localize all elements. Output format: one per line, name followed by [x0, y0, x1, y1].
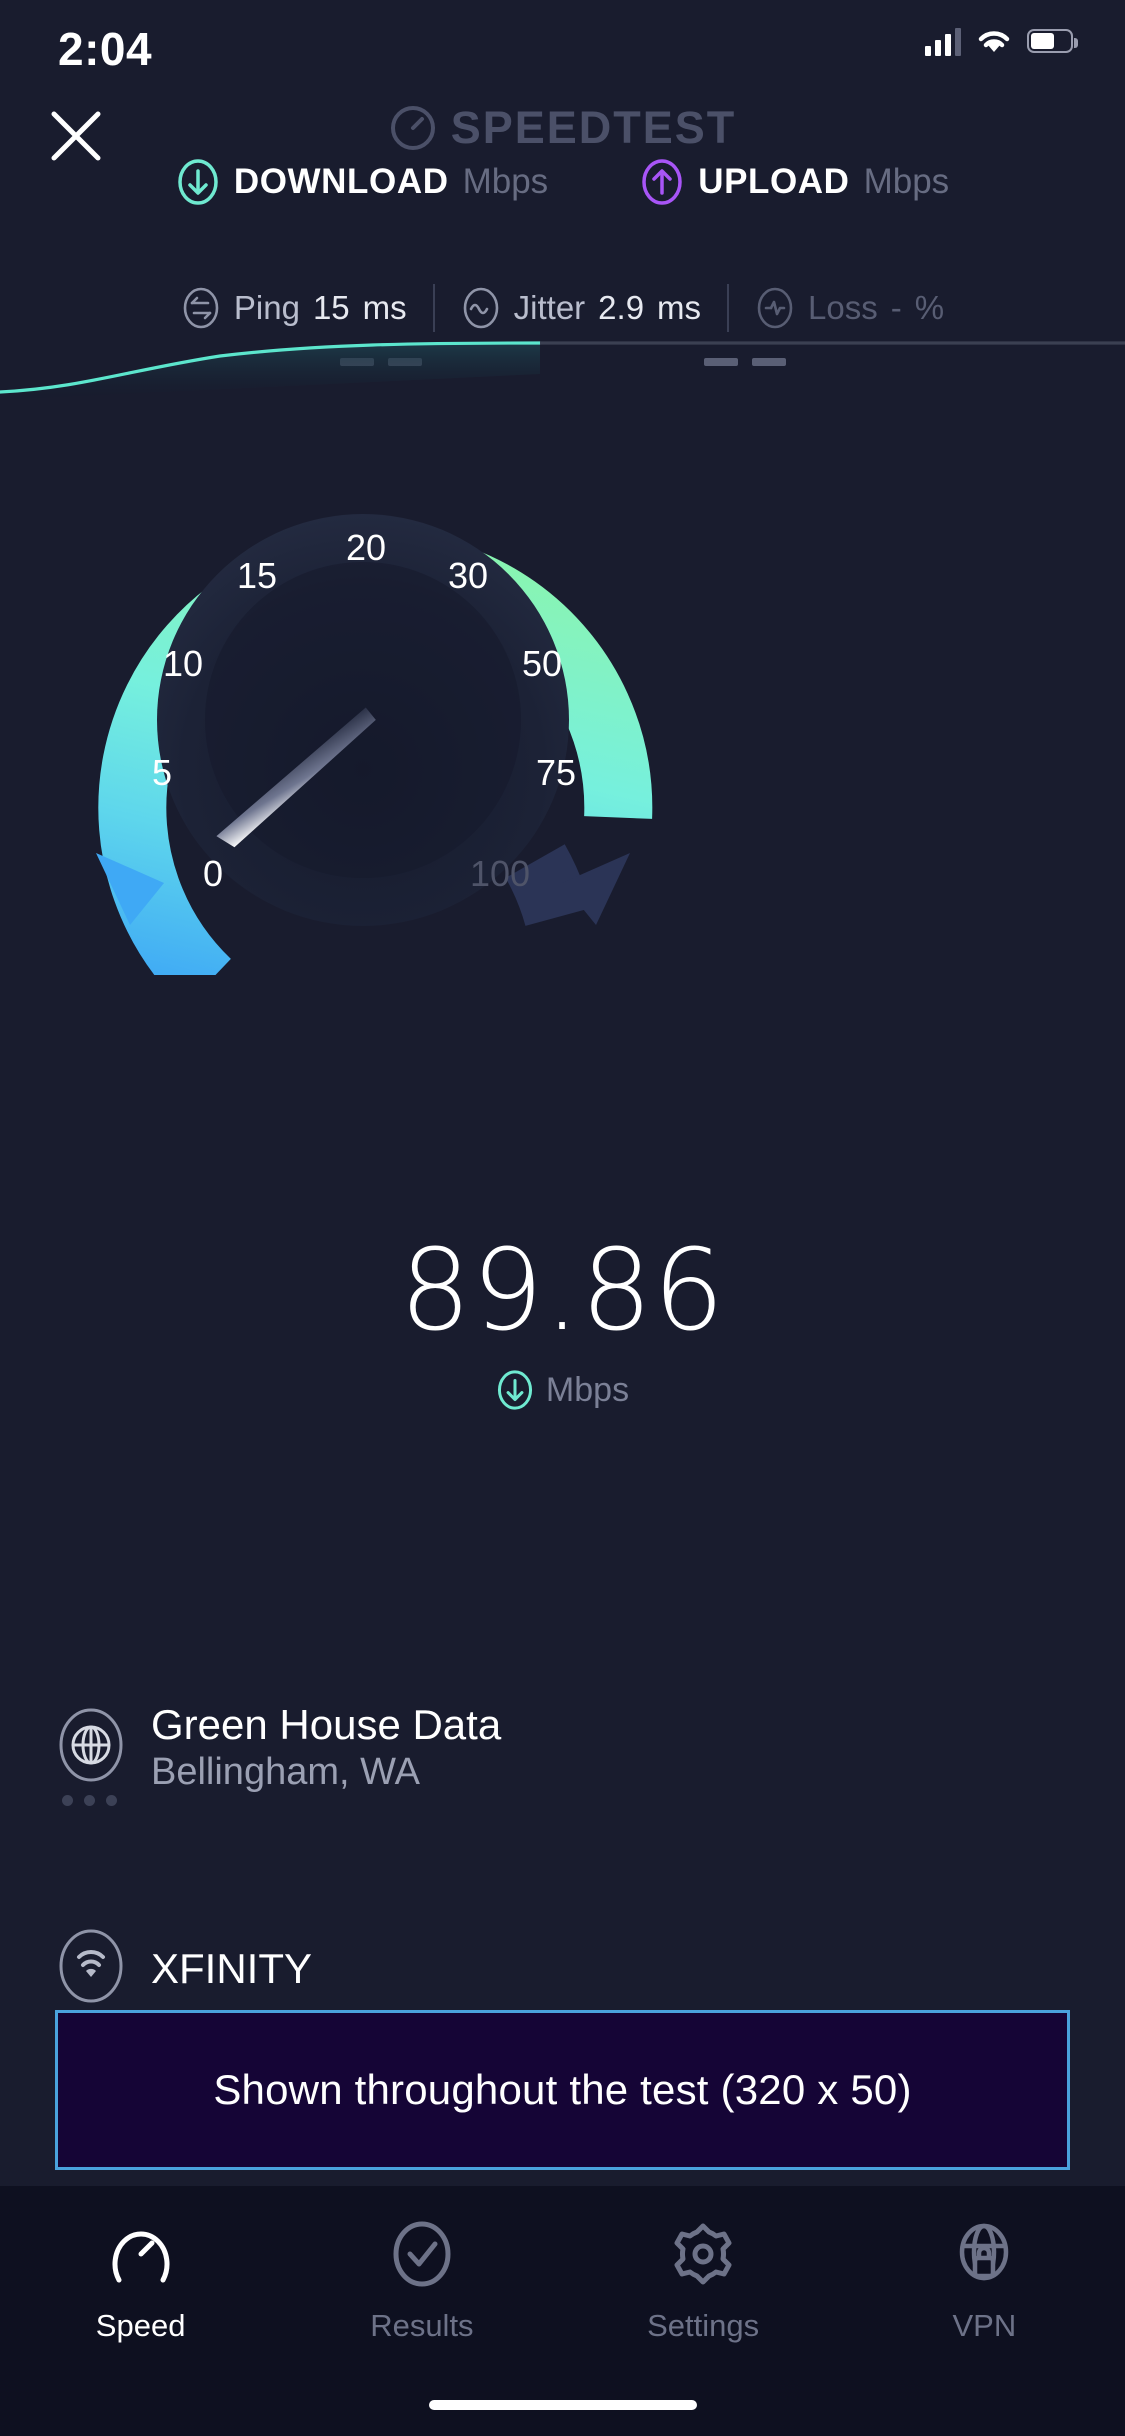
speed-labels-row: DOWNLOAD Mbps UPLOAD Mbps — [0, 158, 1125, 206]
brand-name: SPEEDTEST — [450, 102, 737, 153]
gauge-tick-50: 50 — [522, 643, 563, 684]
server-name: Green House Data — [151, 1701, 502, 1748]
app-header: SPEEDTEST — [0, 98, 1125, 178]
check-circle-icon — [393, 2221, 451, 2287]
gauge-svg — [96, 514, 653, 975]
jitter-icon — [463, 287, 498, 329]
progress-sparkline — [0, 330, 1125, 400]
upload-label-group: UPLOAD Mbps — [640, 158, 949, 206]
loss-icon — [757, 287, 793, 329]
stat-loss-unit: % — [914, 289, 945, 326]
gauge-arc-end-tip — [562, 853, 630, 925]
stat-jitter-label: Jitter — [513, 289, 586, 326]
speed-readout: 89.86 Mbps — [0, 1235, 1125, 1411]
status-bar: 2:04 — [0, 0, 1125, 100]
sparkline-svg — [0, 341, 1125, 400]
ad-banner-text: Shown throughout the test (320 x 50) — [213, 2066, 912, 2113]
gauge-needle — [216, 707, 376, 848]
stat-ping: Ping 15 ms — [155, 286, 433, 330]
isp-name: XFINITY — [151, 1944, 313, 1992]
status-bar-time: 2:04 — [58, 23, 153, 75]
gauge-tick-100: 100 — [470, 853, 531, 894]
gear-icon — [674, 2223, 732, 2285]
gauge-tick-20: 20 — [346, 527, 387, 568]
stat-jitter-value: 2.9 — [598, 289, 645, 326]
speed-unit-group: Mbps — [0, 1369, 1125, 1411]
globe-icon — [55, 1704, 127, 1791]
stat-jitter: Jitter 2.9 ms — [435, 286, 727, 330]
tab-results[interactable]: Results — [281, 2218, 562, 2344]
gauge-tick-5: 5 — [152, 752, 173, 793]
ping-icon — [183, 287, 219, 329]
brand-logo: SPEEDTEST — [0, 102, 1125, 154]
stat-ping-label: Ping — [233, 289, 300, 326]
tab-vpn[interactable]: VPN — [844, 2218, 1125, 2344]
battery-icon — [1027, 29, 1078, 53]
ad-banner[interactable]: Shown throughout the test (320 x 50) — [55, 2010, 1070, 2170]
tab-results-label: Results — [370, 2308, 474, 2343]
stats-divider — [432, 284, 435, 332]
speedometer-icon — [390, 106, 435, 150]
stat-loss: Loss - % — [729, 286, 970, 330]
gauge-tick-10: 10 — [163, 643, 204, 684]
speed-gauge: 20 15 30 10 50 5 75 0 100 — [0, 455, 1125, 975]
gauge-tick-75: 75 — [536, 752, 577, 793]
speed-unit: Mbps — [545, 1370, 630, 1409]
server-location: Bellingham, WA — [151, 1750, 420, 1793]
speed-value: 89.86 — [399, 1226, 726, 1356]
gauge-tick-0: 0 — [203, 853, 224, 894]
tab-vpn-label: VPN — [952, 2308, 1017, 2343]
wifi-circle-icon — [55, 1925, 127, 2012]
globe-lock-icon — [960, 2223, 1009, 2281]
gauge-arc-start-tip — [96, 853, 164, 925]
isp-row[interactable]: XFINITY — [55, 1925, 312, 2012]
gauge-tick-30: 30 — [448, 555, 489, 596]
home-indicator — [428, 2400, 697, 2410]
download-unit: Mbps — [462, 162, 549, 201]
tab-speed-label: Speed — [95, 2308, 186, 2343]
upload-label: UPLOAD — [698, 162, 850, 201]
wifi-icon — [978, 31, 1010, 52]
status-bar-indicators — [925, 26, 1078, 56]
download-label: DOWNLOAD — [233, 162, 449, 201]
close-icon[interactable] — [38, 98, 114, 174]
stat-jitter-unit: ms — [657, 289, 702, 326]
cellular-bars-icon — [925, 26, 961, 56]
stat-ping-unit: ms — [362, 289, 407, 326]
stats-divider — [727, 284, 730, 332]
tab-speed[interactable]: Speed — [0, 2218, 281, 2344]
more-dots-icon[interactable] — [62, 1795, 117, 1806]
arrow-down-circle-icon — [178, 159, 218, 205]
arrow-down-circle-icon — [497, 1370, 532, 1410]
upload-value — [703, 358, 786, 366]
gauge-arc-remainder — [505, 844, 592, 927]
network-stats-row: Ping 15 ms Jitter 2.9 ms Loss - % — [0, 284, 1125, 332]
tab-settings-label: Settings — [647, 2308, 760, 2343]
gauge-tick-15: 15 — [237, 555, 278, 596]
upload-unit: Mbps — [863, 162, 950, 201]
server-row[interactable]: Green House Data Bellingham, WA — [55, 1700, 501, 1795]
arrow-up-circle-icon — [642, 159, 682, 205]
bottom-tab-bar: Speed Results Settings VPN — [0, 2186, 1125, 2436]
stat-ping-value: 15 — [312, 289, 350, 326]
stat-loss-label: Loss — [808, 289, 878, 326]
tab-settings[interactable]: Settings — [563, 2218, 844, 2344]
download-label-group: DOWNLOAD Mbps — [176, 158, 548, 206]
speedometer-icon — [112, 2231, 170, 2283]
stat-loss-value: - — [890, 289, 902, 326]
